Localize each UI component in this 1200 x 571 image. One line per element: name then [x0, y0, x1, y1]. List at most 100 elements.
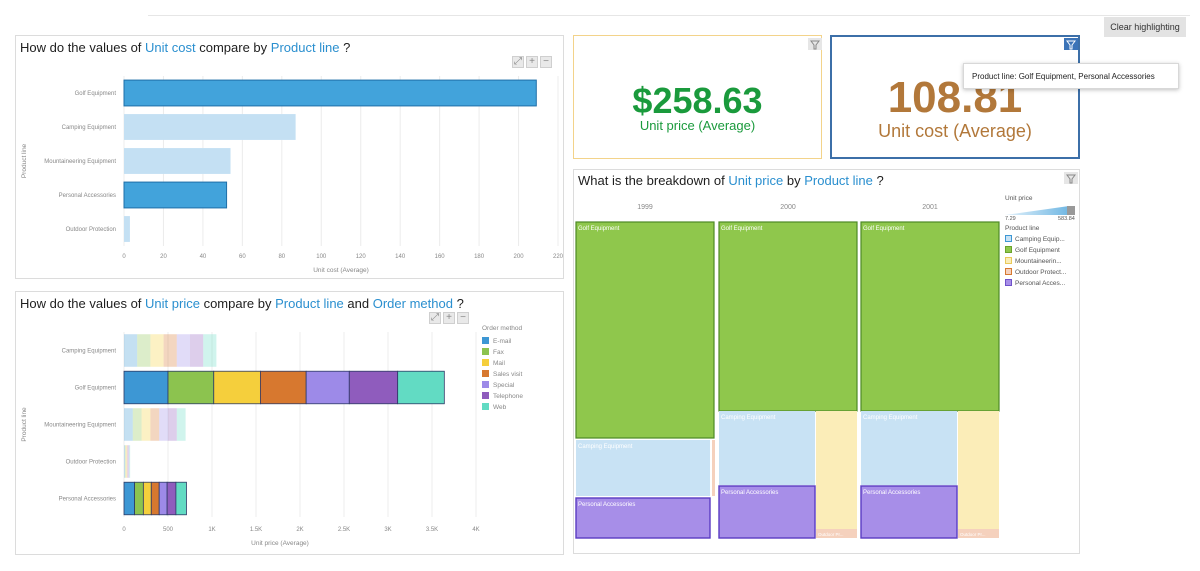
legend-swatch	[482, 337, 489, 344]
x-tick-label: 0	[122, 527, 126, 533]
bar	[124, 114, 296, 140]
x-tick-label: 40	[200, 254, 207, 260]
y-axis-label: Product line	[21, 407, 28, 442]
x-tick-label: 60	[239, 254, 246, 260]
treemap-cell-personal	[860, 485, 958, 539]
bar-segment	[137, 334, 151, 367]
bar-segment	[123, 481, 135, 516]
legend-label: Camping Equip...	[1015, 236, 1065, 243]
filter-active-icon[interactable]	[1064, 38, 1078, 50]
treemap-cell-label: Personal Accessories	[721, 490, 778, 496]
zoom-out-icon[interactable]: −	[457, 312, 469, 324]
bar-segment	[141, 408, 151, 441]
legend-swatch	[1005, 268, 1012, 275]
bar-segment	[176, 334, 190, 367]
zoom-out-icon[interactable]: −	[540, 56, 552, 68]
bar-segment	[124, 445, 125, 478]
title-dimension-link[interactable]: Product line	[804, 173, 873, 188]
legend-swatch	[482, 370, 489, 377]
treemap-cell-personal	[718, 485, 816, 539]
zoom-in-icon[interactable]: +	[526, 56, 538, 68]
treemap-cell-label: Outdoor Pr...	[818, 532, 844, 537]
clear-highlighting-button[interactable]: Clear highlighting	[1104, 17, 1186, 37]
treemap-cell-label: Golf Equipment	[721, 226, 763, 232]
bar-segment	[127, 445, 129, 478]
treemap-legend-item[interactable]: Golf Equipment	[1005, 246, 1060, 254]
treemap-cell-golf	[860, 221, 1000, 412]
expand-icon[interactable]: ⤢	[429, 312, 441, 324]
bar-segment	[348, 370, 399, 405]
unit-price-kpi-label: Unit price (Average)	[639, 118, 756, 133]
bar-segment	[167, 370, 215, 405]
unit-price-treemap: 1999 2000 2001 Golf Equipment Camping Equipm…	[575, 204, 1000, 539]
legend-swatch	[1005, 246, 1012, 253]
bar-segment	[134, 481, 144, 516]
x-tick-label: 200	[514, 254, 525, 260]
treemap-cell-label: Camping Equipment	[863, 415, 918, 421]
y-tick-label: Mountaineering Equipment	[44, 423, 116, 429]
bar-segment	[128, 445, 130, 478]
title-measure-link[interactable]: Unit price	[728, 173, 784, 188]
treemap-legend-item[interactable]: Personal Acces...	[1005, 279, 1065, 287]
unit-price-kpi-card[interactable]: $258.63 Unit price (Average)	[573, 35, 822, 159]
x-tick-label: 80	[278, 254, 285, 260]
bar-segment	[166, 481, 177, 516]
bar-segment	[163, 334, 177, 367]
title-dimension-link[interactable]: Product line	[270, 40, 340, 55]
treemap-cell-label: Golf Equipment	[863, 226, 905, 232]
legend-swatch	[1005, 235, 1012, 242]
treemap-legend-item[interactable]: Camping Equip...	[1005, 235, 1065, 243]
bar-segment	[203, 334, 217, 367]
unit-cost-kpi-label: Unit cost (Average)	[878, 121, 1032, 141]
title-text: How do the values of	[20, 40, 142, 55]
filter-icon[interactable]	[808, 38, 822, 50]
title-text: compare by	[199, 40, 268, 55]
unit-price-chart-title: How do the values of Unit price compare …	[20, 296, 464, 311]
legend-swatch	[482, 403, 489, 410]
bar-segment	[142, 481, 152, 516]
bar-segment	[190, 334, 204, 367]
x-axis-label: Unit price (Average)	[251, 540, 309, 547]
bar	[124, 216, 130, 242]
title-measure-link[interactable]: Unit cost	[145, 40, 196, 55]
bar	[123, 79, 537, 107]
title-dimension-link[interactable]: Product line	[275, 296, 344, 311]
treemap-cell-label: Personal Accessories	[578, 502, 635, 508]
legend-title: Order method	[482, 325, 522, 332]
legend-label: Outdoor Protect...	[1015, 269, 1067, 276]
title-measure-link[interactable]: Unit price	[145, 296, 200, 311]
zoom-in-icon[interactable]: +	[443, 312, 455, 324]
y-tick-label: Camping Equipment	[62, 349, 117, 355]
bar-segment	[159, 408, 168, 441]
legend-range-min: 7.29	[1005, 216, 1016, 222]
title-series-link[interactable]: Order method	[372, 296, 453, 311]
x-tick-label: 160	[435, 254, 446, 260]
expand-icon[interactable]: ⤢	[512, 56, 524, 68]
y-tick-label: Outdoor Protection	[66, 227, 116, 233]
title-text: compare by	[203, 296, 272, 311]
legend-label: Personal Acces...	[1015, 280, 1066, 287]
y-tick-label: Outdoor Protection	[66, 460, 116, 466]
legend-label: Telephone	[493, 393, 523, 400]
x-tick-label: 2K	[296, 527, 303, 533]
treemap-cell-label: Golf Equipment	[578, 226, 620, 232]
filter-icon[interactable]	[1064, 172, 1078, 184]
legend-label: Golf Equipment	[1015, 247, 1060, 254]
legend-product-line-title: Product line	[1005, 225, 1040, 232]
unit-cost-kpi-card[interactable]: 108.81 Unit cost (Average)	[830, 35, 1080, 159]
treemap-cell-mountaineering	[816, 411, 857, 529]
y-tick-label: Mountaineering Equipment	[44, 159, 116, 165]
legend-label: Special	[493, 382, 515, 389]
treemap-panel: What is the breakdown of Unit price by P…	[573, 169, 1080, 554]
bar-segment	[124, 334, 138, 367]
treemap-legend-item[interactable]: Outdoor Protect...	[1005, 268, 1066, 276]
filter-tooltip: Product line: Golf Equipment, Personal A…	[963, 63, 1179, 89]
bar-segment	[305, 370, 350, 405]
bar-segment	[397, 370, 445, 405]
title-text: What is the breakdown of	[578, 173, 725, 188]
unit-price-stacked-bar-chart: 0 500 1K 1.5K 2K 2.5K 3K 3.5K 4K Camping Equipmen…	[21, 325, 523, 547]
y-tick-label: Camping Equipment	[62, 125, 117, 131]
treemap-legend-item[interactable]: Mountaineerin...	[1005, 257, 1062, 265]
bar-segment	[175, 481, 187, 516]
title-text: ?	[876, 173, 884, 188]
